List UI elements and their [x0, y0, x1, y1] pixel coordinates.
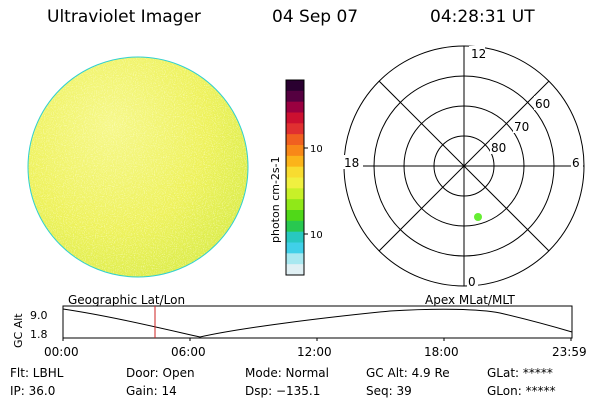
status-seq: Seq: 39 [366, 384, 412, 398]
colorbar-swatch [286, 155, 304, 168]
colorbar-swatch [286, 220, 304, 233]
colorbar-swatch [286, 231, 304, 243]
uv-image [27, 56, 249, 278]
status-glat: GLat: ***** [487, 366, 553, 380]
mlt-label-18: 18 [344, 156, 359, 170]
status-ip: IP: 36.0 [10, 384, 56, 398]
timeline-frame [62, 305, 573, 339]
status-gc-alt: GC Alt: 4.9 Re [366, 366, 450, 380]
time-tick-1800: 18:00 [424, 345, 459, 359]
observation-date: 04 Sep 07 [272, 7, 359, 27]
time-tick-0000: 00:00 [44, 345, 79, 359]
colorbar-swatch [286, 199, 304, 211]
timeline-caption-left: Geographic Lat/Lon [68, 293, 186, 307]
status-gain: Gain: 14 [126, 384, 177, 398]
colorbar-swatch [286, 188, 304, 200]
gc-alt-curve [62, 308, 573, 338]
colorbar-swatch [286, 177, 304, 189]
earth-disk [28, 57, 248, 277]
timeline-y-tick-min: 1.8 [30, 328, 48, 341]
timeline-y-label: GC Alt [12, 313, 25, 348]
time-tick-1200: 12:00 [297, 345, 332, 359]
status-glon: GLon: ***** [487, 384, 556, 398]
colorbar-swatch [286, 80, 304, 92]
lat-label-60: 60 [535, 97, 550, 111]
colorbar-swatch [286, 101, 304, 113]
colorbar-swatch [286, 134, 304, 146]
observation-time: 04:28:31 UT [430, 7, 535, 27]
lat-label-80: 80 [491, 141, 506, 155]
mlt-label-0: 0 [468, 275, 476, 289]
colorbar-swatch [286, 242, 304, 254]
lat-label-70: 70 [514, 120, 529, 134]
gc-alt-timeline: GC Alt 9.0 1.8 00:00 06:00 12:00 18:00 2… [12, 305, 587, 359]
status-door: Door: Open [126, 366, 195, 380]
colorbar-swatch [286, 145, 304, 157]
colorbar-swatch [286, 112, 304, 124]
instrument-title: Ultraviolet Imager [47, 7, 201, 27]
timeline-caption-right: Apex MLat/MLT [425, 293, 515, 307]
polar-plot: 12 18 6 0 60 70 80 [341, 45, 585, 289]
status-dsp: Dsp: −135.1 [245, 384, 321, 398]
colorbar-tick-100: 100 [310, 144, 322, 155]
time-tick-0600: 06:00 [171, 345, 206, 359]
colorbar: 100 10 photon cm-2s-1 [269, 79, 322, 276]
colorbar-swatch [286, 166, 304, 178]
measurement-spot [474, 213, 482, 221]
colorbar-unit-label: photon cm-2s-1 [269, 156, 282, 243]
mlt-label-6: 6 [572, 156, 580, 170]
colorbar-swatch [286, 210, 304, 222]
colorbar-swatch [286, 264, 304, 276]
colorbar-swatch [286, 123, 304, 135]
colorbar-swatch [286, 253, 304, 265]
status-mode: Mode: Normal [245, 366, 329, 380]
timeline-y-tick-max: 9.0 [30, 309, 48, 322]
time-tick-2359: 23:59 [552, 345, 587, 359]
colorbar-swatch [286, 90, 304, 103]
mlt-label-12: 12 [471, 47, 486, 61]
status-filter: Flt: LBHL [10, 366, 64, 380]
colorbar-tick-10: 10 [310, 230, 322, 241]
